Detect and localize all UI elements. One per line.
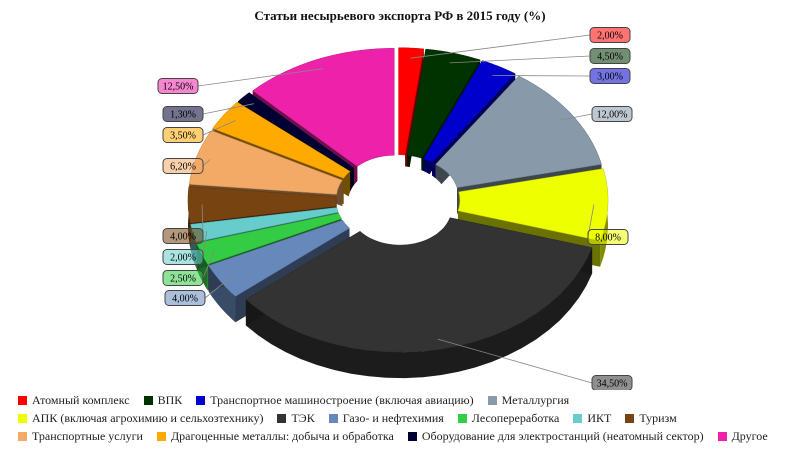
data-label-4: 12,00% [597,110,628,121]
legend-item-9: ИКТ [573,410,611,427]
donut-hole [348,166,448,238]
leader-line-7 [204,275,233,299]
data-label-box-11 [162,158,204,174]
leader-line-6 [437,338,593,384]
data-label-13: 1,30% [170,110,196,121]
data-label-box-14 [157,78,199,94]
legend-swatch [487,396,497,405]
data-label-box-4 [591,106,633,122]
legend-swatch [156,432,166,441]
legend-swatch [573,414,583,423]
data-label-11: 6,20% [170,162,196,173]
legend-item-7: Газо- и нефтехимия [328,410,444,427]
data-label-9: 2,00% [170,253,196,264]
legend-item-14: Другое [717,428,768,445]
slice-2 [406,48,481,159]
legend-label: Туризм [639,411,677,425]
data-label-box-2 [589,48,631,64]
slice-6 [245,217,593,353]
data-label-10: 4,00% [170,232,196,243]
data-label-box-8 [162,270,204,286]
legend-swatch [457,414,467,423]
leader-line-1 [410,34,591,59]
legend-item-3: Транспортное машиностроение (включая ави… [196,392,474,409]
leader-line-3 [492,75,591,77]
data-label-6: 34,50% [597,379,628,390]
data-label-box-9 [162,249,204,265]
legend-label: АПК (включая агрохимию и сельхозтехнику) [32,411,264,425]
leader-line-12 [202,120,236,136]
legend-item-12: Драгоценные металлы: добыча и обработка [156,428,394,445]
legend-item-5: АПК (включая агрохимию и сельхозтехнику) [18,410,263,427]
data-label-8: 2,50% [170,274,196,285]
data-label-box-1 [589,27,631,43]
legend-item-13: Оборудование для электростанций (неатомн… [407,428,704,445]
legend-label: Атомный комплекс [32,393,130,407]
legend-item-8: Лесопереработка [457,410,560,427]
legend-swatch [18,414,27,423]
legend-label: Транспортные услуги [32,429,143,443]
legend-swatch [328,414,338,423]
legend-item-6: ТЭК [277,410,315,427]
data-label-1: 2,00% [597,31,623,42]
legend-swatch [277,414,287,423]
data-label-3: 3,00% [597,72,623,83]
slice-side-6 [245,247,593,379]
leader-line-4 [560,113,593,121]
legend-label: Транспортное машиностроение (включая ави… [210,393,474,407]
leader-line-2 [449,55,591,64]
legend-label: Лесопереработка [471,411,560,425]
data-label-5: 8,00% [595,233,621,244]
legend-label: Газо- и нефтехимия [342,411,444,425]
data-label-box-13 [162,106,204,122]
leader-line-8 [202,250,216,279]
data-label-7: 4,00% [172,294,198,305]
donut-chart: 2,00% 4,50% 3,00% 12,00% 8,00% 34,50% 4,00% 2,5… [157,27,633,390]
data-label-box-12 [162,127,204,143]
legend-swatch [143,396,153,405]
slice-4 [435,75,602,188]
chart-title: Статьи несырьевого экспорта РФ в 2015 го… [254,8,546,23]
data-label-box-7 [164,290,206,306]
data-label-2: 4,50% [597,52,623,63]
slice-1 [398,47,424,156]
legend-label: Оборудование для электростанций (неатомн… [421,429,704,443]
slice-13 [237,92,355,171]
legend-item-4: Металлургия [487,392,570,409]
data-label-14: 12,50% [163,82,194,93]
legend-item-2: ВПК [143,392,183,409]
legend-label: ВПК [157,393,183,407]
legend-swatch [196,396,206,405]
legend-label: Драгоценные металлы: добыча и обработка [170,429,394,443]
legend-item-11: Транспортные услуги [18,428,143,445]
leader-line-11 [202,159,211,167]
legend-item-10: Туризм [625,410,677,427]
data-label-box-6 [591,375,633,390]
legend-swatch [717,432,727,441]
legend-swatch [625,414,635,423]
legend-swatch [18,432,27,441]
legend-swatch [407,432,417,441]
slice-12 [212,101,351,179]
data-label-box-3 [589,68,631,84]
data-label-box-10 [162,228,204,244]
leader-line-13 [202,103,254,115]
legend-item-1: Атомный комплекс [18,392,130,409]
leader-line-14 [197,68,324,87]
legend-label: Металлургия [501,393,570,407]
legend-swatch [18,396,27,405]
slice-3 [423,60,516,163]
legend-label: Другое [731,429,768,443]
slice-10 [187,186,337,224]
leader-line-9 [202,230,208,258]
legend-label: ИКТ [587,411,612,425]
slice-5 [457,168,609,241]
slice-7 [208,219,350,297]
slice-14 [252,48,395,167]
data-label-box-5 [587,229,629,245]
data-label-12: 3,50% [170,131,196,142]
legend-label: ТЭК [291,411,315,425]
chart-legend: Атомный комплекс ВПК Транспортное машиност… [18,392,798,446]
